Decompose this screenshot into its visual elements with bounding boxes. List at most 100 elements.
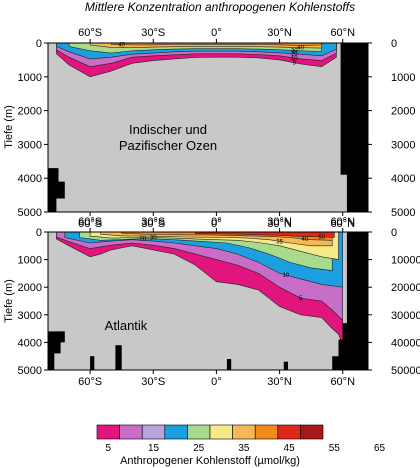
x-tick-label-top: 30°S [141, 216, 165, 228]
x-tick-label-top: 60°S [78, 216, 102, 228]
x-tick-label-top: 0° [211, 27, 222, 39]
y-tick-label-right: 40000 [391, 337, 420, 349]
contour-label: 35 [276, 239, 283, 245]
colorbar-swatch [187, 424, 211, 440]
y-tick-label-right: 2000 [391, 106, 415, 118]
land-area-3 [226, 359, 232, 370]
colorbar-label: Anthropogener Kohlenstoff (µmol/kg) [120, 455, 300, 467]
chart-title: Mittlere Konzentration anthropogenen Koh… [85, 0, 355, 14]
x-tick-label-top: 60°S [78, 27, 102, 39]
panel-2-y-ticks-right: 0 10000 20000 30000 40000 50000 [368, 227, 420, 377]
x-tick-label-top: 30°N [267, 27, 292, 39]
concentration-band-55 [195, 231, 335, 238]
land-area-2 [115, 345, 122, 370]
colorbar-swatch [232, 424, 256, 440]
y-tick-label-left: 1000 [18, 255, 42, 267]
y-tick-label-left: 3000 [18, 139, 42, 151]
y-tick-label-left: 2000 [18, 282, 42, 294]
panel-1-y-ticks-right: 0 1000 2000 3000 4000 5000 [368, 38, 415, 219]
contour-label: 30 [150, 236, 157, 242]
x-tick-label-bottom: 60°N [330, 218, 355, 230]
y-tick-label-right: 0 [391, 227, 397, 239]
contour-label: 40 [297, 46, 304, 52]
x-tick-label-top: 0° [211, 216, 222, 228]
contour-label: 20 [291, 52, 298, 58]
panel-2-frame [47, 231, 369, 371]
land-area-5 [332, 232, 368, 370]
x-tick-label-bottom: 60°S [78, 376, 102, 388]
colorbar-tick-label: 5 [106, 443, 112, 454]
x-tick-label-top: 30°S [141, 27, 165, 39]
y-tick-label-right: 50000 [391, 365, 420, 377]
panel-2-x-ticks: 60°S 60°S 30°S 30°S 0° 0° 30°N 30°N 60°N 60°N [78, 216, 355, 388]
colorbar-tick-label: 65 [374, 443, 386, 454]
colorbar-swatch [164, 424, 188, 440]
colorbar: 5 15 25 35 45 55 65 [96, 424, 386, 454]
x-tick-label-top: 60°N [330, 27, 355, 39]
y-tick-label-left: 4000 [18, 173, 42, 185]
panel-1-region-label-line-1: Indischer und [129, 122, 207, 137]
contour-label: 5 [293, 61, 297, 67]
land-area-0 [48, 168, 65, 212]
colorbar-tick-label: 35 [238, 443, 250, 454]
land-area-1 [340, 43, 368, 212]
panel-2-y-axis-label: Tiefe (m) [3, 279, 15, 323]
panel-atlantic: Atlantik 60°S60°S30°S30°S0°0°30°N30°N60°… [3, 216, 420, 388]
x-tick-label-bottom: 60°S [78, 218, 102, 230]
contour-label: 40 [301, 237, 308, 243]
land-area-1 [90, 356, 95, 370]
land-area-0 [48, 331, 65, 370]
panel-1-landmass [48, 43, 368, 212]
panel-2-y-ticks-left: 0 1000 2000 3000 4000 5000 [18, 227, 48, 377]
x-tick-label-bottom: 30°S [141, 376, 165, 388]
y-tick-label-right: 20000 [391, 282, 420, 294]
land-area-4 [283, 361, 288, 370]
y-tick-label-left: 0 [36, 227, 42, 239]
contour-label: 50 [318, 235, 325, 241]
panel-2-concentration-fields [56, 231, 343, 346]
contour-label: 5 [299, 296, 303, 302]
colorbar-swatch [209, 424, 233, 440]
panel-2-contour-labels: 50 40 35 30 20 10 5 [139, 235, 325, 302]
y-tick-label-right: 1000 [391, 72, 415, 84]
y-tick-label-right: 30000 [391, 310, 420, 322]
panel-indo-pacific: Indischer und Pazifischer Ozen 60°S 60°S 3… [3, 27, 415, 230]
y-tick-label-right: 10000 [391, 255, 420, 267]
x-tick-label-bottom: 0° [211, 218, 222, 230]
x-tick-label-top: 60°N [330, 216, 355, 228]
colorbar-swatch [254, 424, 279, 440]
y-tick-label-left: 3000 [18, 310, 42, 322]
x-tick-label-bottom: 60°N [330, 376, 355, 388]
colorbar-tick-label: 25 [193, 443, 205, 454]
panel-1-frame [47, 42, 369, 213]
y-tick-label-left: 4000 [18, 337, 42, 349]
panel-2-region-label: Atlantik [105, 318, 148, 333]
contour-label: 20 [139, 237, 146, 243]
y-tick-label-left: 5000 [18, 365, 42, 377]
y-tick-label-right: 0 [391, 38, 397, 50]
colorbar-swatch [119, 424, 143, 440]
colorbar-tick-label: 45 [284, 443, 296, 454]
x-tick-label-bottom: 30°N [267, 376, 292, 388]
y-tick-label-left: 0 [36, 38, 42, 50]
panel-1-concentration-fields [56, 42, 337, 78]
y-tick-label-left: 2000 [18, 106, 42, 118]
colorbar-tick-label: 55 [329, 443, 341, 454]
contour-label: 10 [291, 56, 298, 62]
x-tick-label-bottom: 30°S [141, 218, 165, 230]
colorbar-tick-label: 15 [148, 443, 160, 454]
colorbar-swatch [300, 424, 324, 440]
panel-1-x-ticks: 60°S 60°S 30°S 30°S 0° 0° 30°N 30°N 60°N 60°N [78, 27, 355, 230]
y-tick-label-right: 3000 [391, 139, 415, 151]
contour-label: 30 [291, 48, 298, 54]
colorbar-swatch [96, 424, 120, 440]
x-tick-label-top: 30°N [267, 216, 292, 228]
y-tick-label-right: 5000 [391, 207, 415, 219]
panel-1-y-ticks-left: 0 1000 2000 3000 4000 5000 [18, 38, 48, 219]
x-tick-label-bottom: 30°N [267, 218, 292, 230]
panel-1-y-axis-label: Tiefe (m) [3, 105, 15, 149]
y-tick-label-right: 4000 [391, 173, 415, 185]
panel-2-landmass [48, 232, 368, 370]
